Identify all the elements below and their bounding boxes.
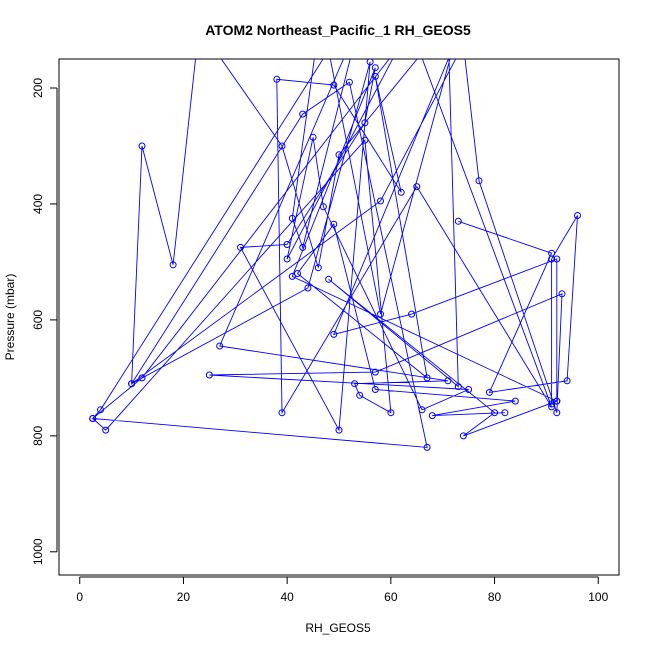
data-point [413, 183, 421, 191]
data-point [89, 415, 97, 422]
data-point [216, 342, 224, 350]
data-point [444, 377, 452, 385]
data-point [169, 261, 177, 269]
data-point [418, 406, 426, 414]
data-point [548, 400, 556, 408]
y-tick-label: 600 [31, 310, 45, 330]
data-point [475, 177, 483, 185]
x-tick-label: 80 [488, 590, 502, 604]
x-tick-label: 40 [280, 590, 294, 604]
data-point [288, 272, 296, 280]
data-point [345, 78, 353, 86]
data-point [511, 397, 519, 405]
data-point [377, 310, 384, 318]
data-point [491, 409, 499, 417]
x-tick-label: 20 [177, 590, 191, 604]
chart-title: ATOM2 Northeast_Pacific_1 RH_GEOS5 [205, 22, 471, 38]
data-point [325, 275, 333, 283]
data-point [273, 75, 281, 83]
data-point [450, 44, 456, 50]
data-point [304, 284, 312, 292]
x-axis: 0 20 40 60 80 100 [76, 576, 609, 604]
data-point [361, 119, 369, 127]
data-point [314, 264, 322, 272]
data-point [102, 426, 110, 434]
data-point [548, 255, 556, 263]
data-point [553, 397, 561, 405]
data-point [330, 330, 338, 338]
data-point [361, 136, 369, 144]
data-point [294, 270, 301, 277]
data-point [501, 409, 509, 417]
data-point [283, 255, 291, 263]
data-point [371, 386, 379, 393]
data-point [465, 386, 473, 393]
data-point [387, 409, 395, 417]
data-point [574, 212, 581, 219]
data-point [408, 310, 416, 318]
series-layer [89, 24, 581, 451]
x-axis-label: RH_GEOS5 [305, 621, 371, 635]
data-point [460, 42, 466, 48]
data-point [309, 133, 317, 141]
data-point [299, 243, 307, 251]
data-point [138, 142, 146, 150]
y-tick-label: 200 [31, 78, 45, 98]
data-point [138, 374, 146, 382]
data-point [356, 391, 364, 399]
y-tick-label: 800 [31, 426, 45, 446]
data-point [371, 64, 379, 72]
data-point [454, 217, 462, 225]
data-point [237, 243, 244, 251]
data-point [319, 203, 327, 211]
data-point [97, 406, 104, 414]
plot-frame [58, 58, 620, 576]
data-point [459, 432, 467, 440]
data-point [351, 380, 359, 388]
data-point [205, 371, 213, 379]
x-tick-label: 60 [384, 590, 398, 604]
y-axis-label: Pressure (mbar) [3, 274, 17, 361]
data-point [128, 380, 136, 388]
data-point [371, 368, 379, 376]
data-point [278, 142, 286, 150]
data-point [397, 188, 405, 196]
data-point [553, 255, 561, 263]
data-point [454, 383, 462, 391]
data-point [371, 72, 379, 80]
x-tick-label: 0 [76, 590, 83, 604]
data-point [553, 409, 561, 417]
data-point [428, 412, 436, 420]
series-line [91, 59, 578, 448]
data-point [283, 241, 291, 248]
data-point [330, 81, 338, 89]
x-tick-label: 100 [588, 590, 608, 604]
data-point [485, 388, 493, 396]
data-point [423, 443, 431, 451]
data-point [278, 409, 286, 417]
data-point [366, 59, 374, 66]
data-point [196, 24, 202, 30]
data-point [326, 47, 332, 53]
data-point [558, 290, 566, 298]
data-point [288, 214, 296, 222]
data-point [563, 377, 571, 385]
data-point [377, 197, 384, 205]
y-tick-label: 400 [31, 194, 45, 214]
data-point [335, 426, 343, 434]
data-point [335, 151, 343, 159]
y-tick-label: 1000 [31, 538, 45, 565]
y-axis: 200 400 600 800 1000 [31, 78, 58, 565]
data-point [423, 374, 431, 382]
data-point [299, 110, 307, 118]
plot-area [89, 24, 581, 451]
data-point [330, 220, 338, 228]
data-point [548, 403, 556, 411]
